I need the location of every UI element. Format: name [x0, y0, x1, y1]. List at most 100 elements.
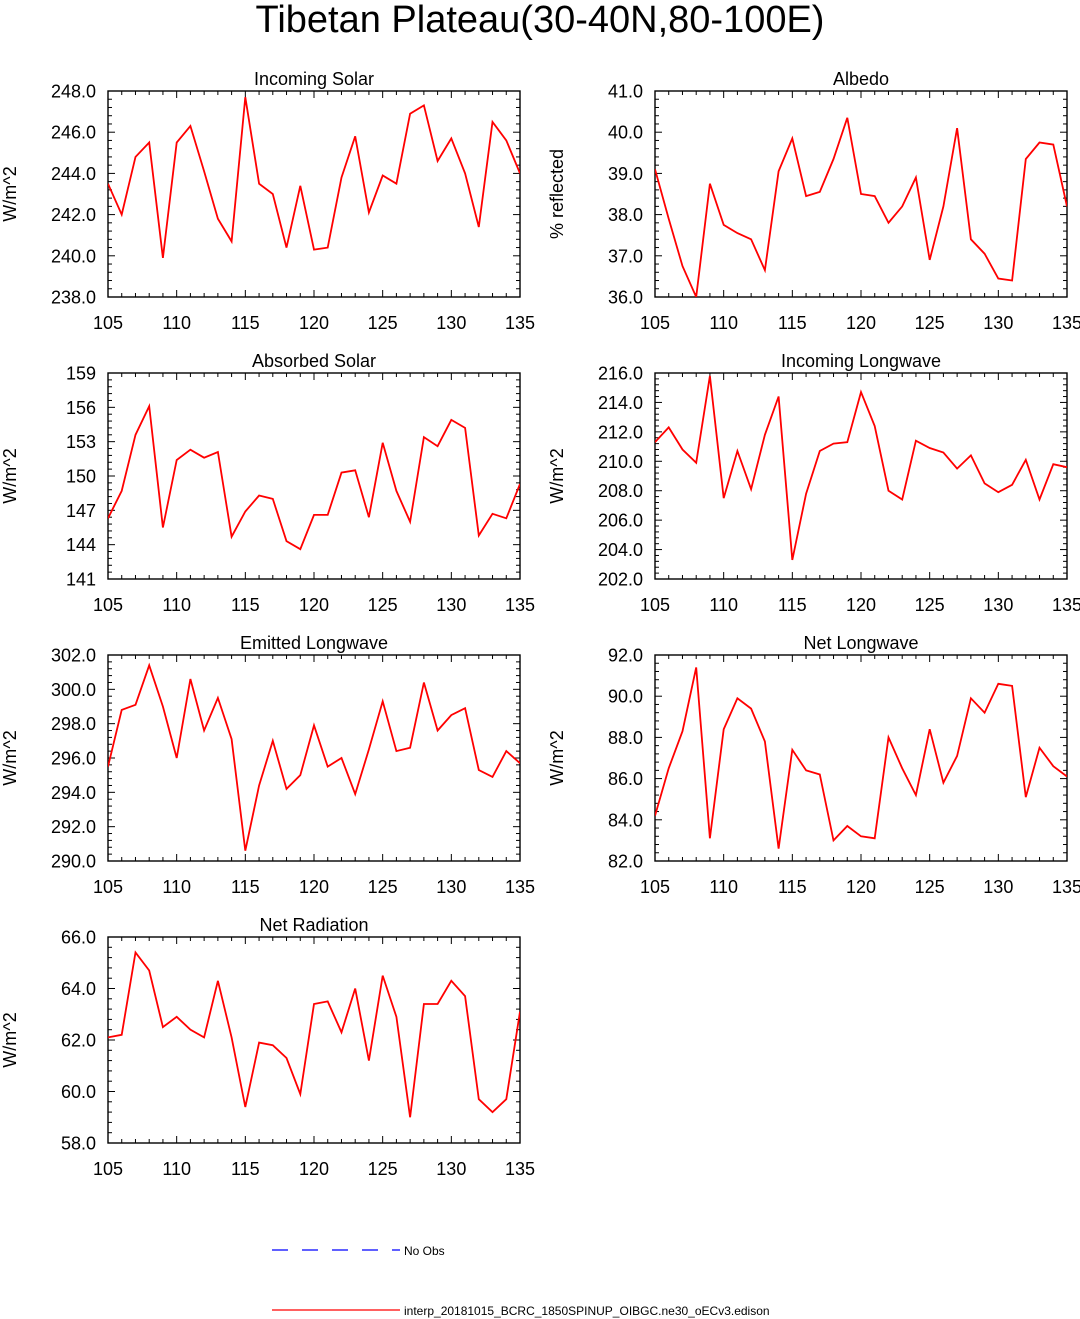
chart-panel: 105 110 115 120 125 130 135 141 144 147 150 153 156 1… [0, 351, 535, 615]
plot-frame [654, 654, 1068, 862]
x-tick-label: 120 [846, 877, 876, 897]
y-tick-label: 147 [66, 501, 96, 521]
y-tick-label: 66.0 [61, 928, 96, 948]
panel-title: Absorbed Solar [252, 351, 376, 371]
x-tick-label: 130 [436, 877, 466, 897]
series-line [108, 950, 520, 1118]
y-tick-label: 240.0 [51, 246, 96, 266]
x-tick-label: 120 [299, 313, 329, 333]
x-tick-label: 115 [778, 595, 807, 615]
y-tick-label: 210.0 [598, 452, 643, 472]
y-tick-label: 204.0 [598, 540, 643, 560]
y-tick-label: 212.0 [598, 422, 643, 442]
y-axis-label: W/m^2 [0, 166, 20, 221]
y-tick-label: 298.0 [51, 714, 96, 734]
x-tick-label: 120 [299, 1159, 329, 1179]
chart-panel: 105 110 115 120 125 130 135 58.0 60.0 62.0 64.0 66.… [0, 915, 535, 1179]
x-tick-label: 120 [846, 595, 876, 615]
x-tick-label: 125 [368, 877, 398, 897]
y-axis-label: W/m^2 [0, 1012, 20, 1067]
x-tick-label: 125 [368, 313, 398, 333]
x-tick-label: 130 [436, 595, 466, 615]
x-tick-label: 135 [505, 1159, 535, 1179]
panel-title: Net Longwave [803, 633, 918, 653]
y-tick-label: 290.0 [51, 852, 96, 872]
x-tick-label: 130 [436, 1159, 466, 1179]
x-tick-label: 105 [93, 877, 123, 897]
series-line [108, 402, 520, 551]
y-axis-label: W/m^2 [547, 730, 567, 785]
x-tick-label: 120 [846, 313, 876, 333]
series-line [655, 117, 1067, 297]
y-tick-label: 64.0 [61, 979, 96, 999]
x-tick-label: 105 [93, 595, 123, 615]
plot-frame [107, 654, 521, 862]
y-tick-label: 86.0 [608, 769, 643, 789]
panel-title: Incoming Longwave [781, 351, 941, 371]
y-tick-label: 292.0 [51, 817, 96, 837]
x-tick-label: 130 [436, 313, 466, 333]
x-tick-label: 130 [983, 877, 1013, 897]
series-line [655, 375, 1067, 561]
y-tick-label: 156 [66, 398, 96, 418]
y-tick-label: 82.0 [608, 852, 643, 872]
y-tick-label: 153 [66, 432, 96, 452]
x-tick-label: 110 [709, 877, 738, 897]
x-tick-label: 135 [505, 877, 535, 897]
y-tick-label: 41.0 [608, 82, 643, 102]
panel-title: Net Radiation [259, 915, 368, 935]
x-tick-label: 135 [505, 313, 535, 333]
x-tick-label: 105 [640, 595, 670, 615]
x-tick-label: 110 [709, 595, 738, 615]
x-tick-label: 115 [231, 595, 260, 615]
x-tick-label: 125 [368, 1159, 398, 1179]
y-axis-label: W/m^2 [547, 448, 567, 503]
y-tick-label: 144 [66, 535, 96, 555]
x-tick-label: 105 [640, 313, 670, 333]
y-tick-label: 214.0 [598, 393, 643, 413]
y-tick-label: 296.0 [51, 749, 96, 769]
chart-panel: 105 110 115 120 125 130 135 290.0 292.0 294.0 296.… [0, 633, 535, 897]
y-tick-label: 208.0 [598, 481, 643, 501]
x-tick-label: 115 [778, 313, 807, 333]
x-tick-label: 110 [162, 313, 191, 333]
legend: No Obs interp_20181015_BCRC_1850SPINUP_O… [272, 1244, 770, 1318]
x-tick-label: 120 [299, 877, 329, 897]
series-line [655, 667, 1067, 849]
chart-panel: 105 110 115 120 125 130 135 82.0 84.0 86.0 88.0 90.… [547, 633, 1080, 897]
series-line [108, 97, 520, 259]
chart-panel: 105 110 115 120 125 130 135 202.0 204.0 206.0 208.… [547, 351, 1080, 615]
y-tick-label: 84.0 [608, 810, 643, 830]
y-tick-label: 141 [66, 570, 96, 590]
y-tick-label: 300.0 [51, 680, 96, 700]
y-tick-label: 62.0 [61, 1031, 96, 1051]
page-title: Tibetan Plateau(30-40N,80-100E) [255, 0, 825, 41]
panel-group: 105 110 115 120 125 130 135 238.0 240.0 242.0 244.… [0, 69, 1080, 1179]
x-tick-label: 135 [1052, 877, 1080, 897]
x-tick-label: 135 [505, 595, 535, 615]
x-tick-label: 115 [778, 877, 807, 897]
x-tick-label: 105 [93, 1159, 123, 1179]
chart-panel: 105 110 115 120 125 130 135 36.0 37.0 38.0 39.0 40.… [547, 69, 1080, 333]
y-tick-label: 39.0 [608, 164, 643, 184]
y-axis-label: W/m^2 [0, 448, 20, 503]
panel-title: Incoming Solar [254, 69, 374, 89]
y-tick-label: 150 [66, 467, 96, 487]
y-tick-label: 202.0 [598, 570, 643, 590]
y-tick-label: 248.0 [51, 82, 96, 102]
y-tick-label: 92.0 [608, 646, 643, 666]
plot-frame [107, 936, 521, 1144]
y-tick-label: 216.0 [598, 364, 643, 384]
y-tick-label: 294.0 [51, 783, 96, 803]
y-tick-label: 159 [66, 364, 96, 384]
y-tick-label: 206.0 [598, 511, 643, 531]
y-tick-label: 244.0 [51, 164, 96, 184]
y-axis-label: W/m^2 [0, 730, 20, 785]
x-tick-label: 115 [231, 1159, 260, 1179]
x-tick-label: 110 [162, 877, 191, 897]
x-tick-label: 110 [162, 595, 191, 615]
y-tick-label: 38.0 [608, 205, 643, 225]
x-tick-label: 125 [368, 595, 398, 615]
x-tick-label: 110 [162, 1159, 191, 1179]
